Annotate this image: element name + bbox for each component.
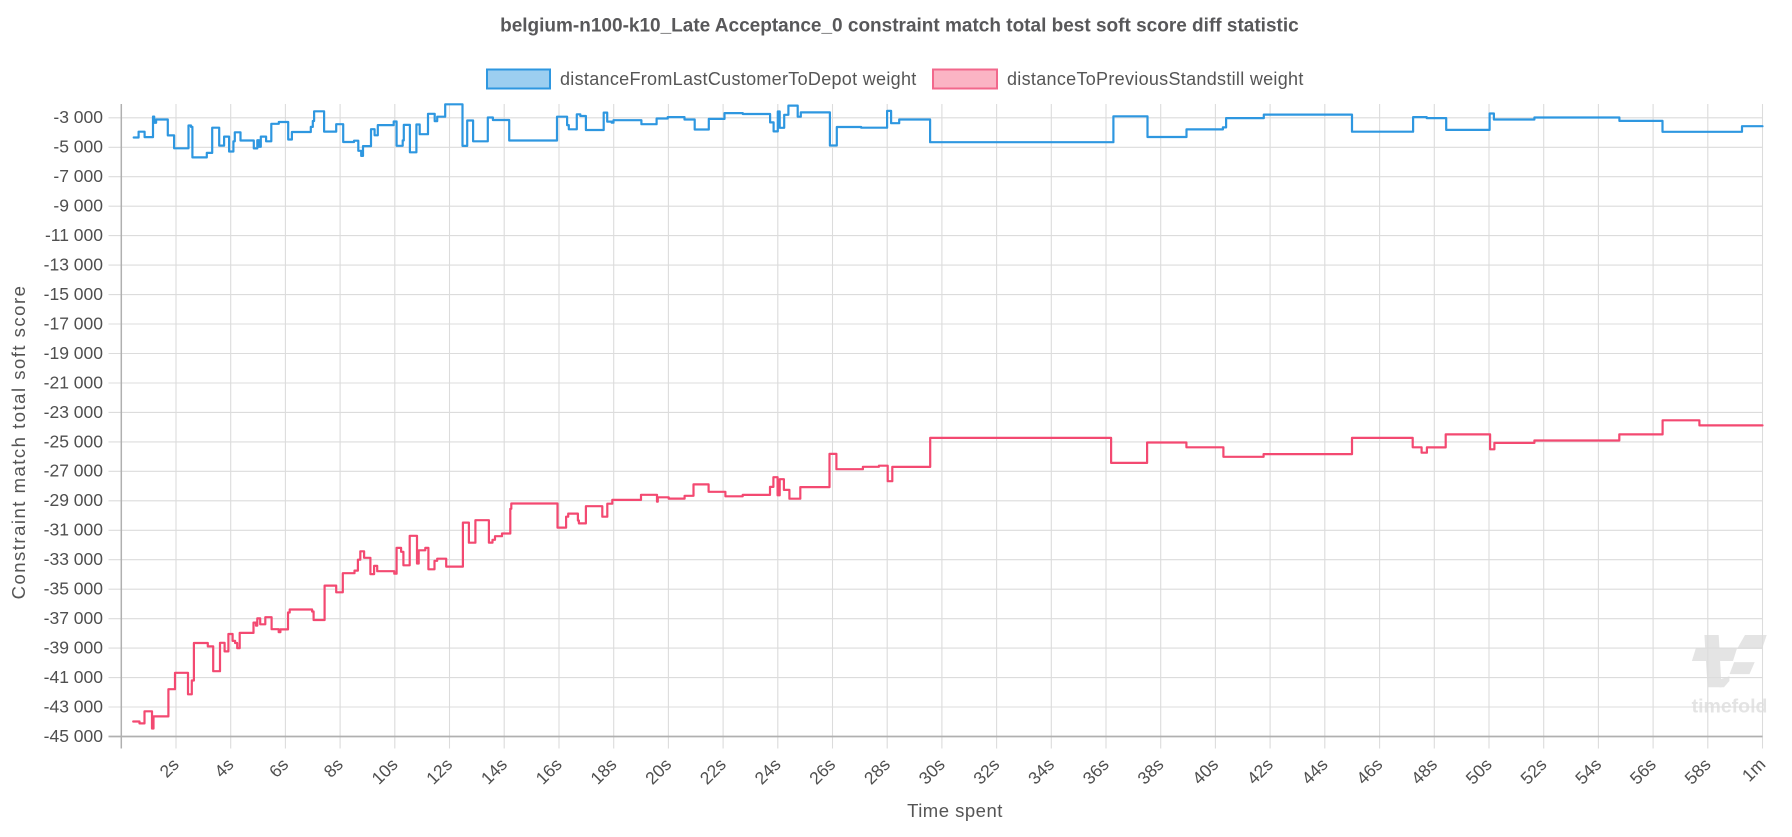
svg-text:-39 000: -39 000	[44, 638, 104, 658]
svg-text:-13 000: -13 000	[44, 255, 104, 275]
svg-text:-25 000: -25 000	[44, 431, 104, 451]
svg-text:-45 000: -45 000	[44, 726, 104, 746]
svg-text:-17 000: -17 000	[44, 313, 104, 333]
svg-text:Constraint match total soft sc: Constraint match total soft score	[8, 285, 29, 600]
svg-text:-41 000: -41 000	[44, 667, 104, 687]
svg-text:-5 000: -5 000	[53, 137, 103, 157]
svg-text:Time spent: Time spent	[907, 800, 1003, 821]
svg-text:belgium-n100-k10_Late Acceptan: belgium-n100-k10_Late Acceptance_0 const…	[500, 16, 1299, 37]
svg-text:distanceFromLastCustomerToDepo: distanceFromLastCustomerToDepot weight	[560, 69, 917, 89]
svg-text:-43 000: -43 000	[44, 696, 104, 716]
svg-text:-7 000: -7 000	[53, 166, 103, 186]
svg-text:-35 000: -35 000	[44, 579, 104, 599]
svg-text:-9 000: -9 000	[53, 196, 103, 216]
svg-text:-31 000: -31 000	[44, 520, 104, 540]
svg-text:-27 000: -27 000	[44, 461, 104, 481]
svg-text:-37 000: -37 000	[44, 608, 104, 628]
svg-text:-29 000: -29 000	[44, 490, 104, 510]
svg-text:-33 000: -33 000	[44, 549, 104, 569]
svg-text:-19 000: -19 000	[44, 343, 104, 363]
svg-text:-11 000: -11 000	[45, 225, 103, 245]
svg-text:-23 000: -23 000	[44, 402, 104, 422]
svg-text:-21 000: -21 000	[44, 372, 104, 392]
svg-text:-3 000: -3 000	[53, 107, 103, 127]
svg-text:-15 000: -15 000	[44, 284, 104, 304]
svg-text:distanceToPreviousStandstill w: distanceToPreviousStandstill weight	[1007, 69, 1304, 89]
